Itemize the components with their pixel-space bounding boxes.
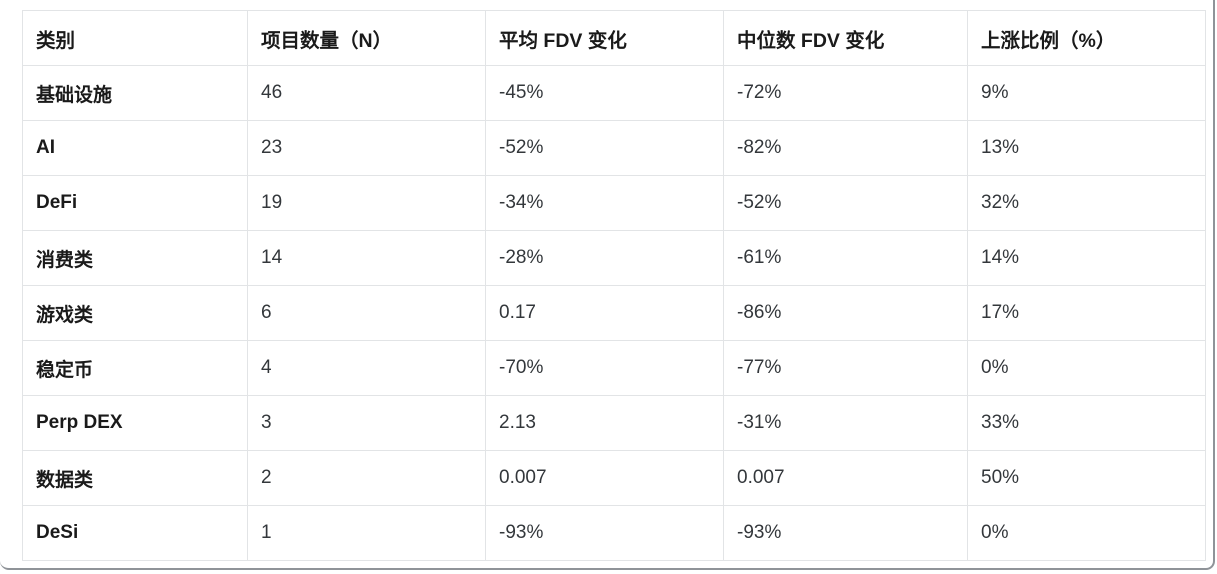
category-cell: DeSi <box>22 505 248 561</box>
median-fdv-change-cell: -72% <box>723 65 968 121</box>
table-row: 基础设施 46 -45% -72% 9% <box>22 65 1206 121</box>
avg-fdv-change-cell: -34% <box>485 175 724 231</box>
median-fdv-change-cell: -61% <box>723 230 968 286</box>
table-row: 消费类 14 -28% -61% 14% <box>22 230 1206 286</box>
project-count-cell: 46 <box>247 65 486 121</box>
column-header-category: 类别 <box>22 10 248 66</box>
category-cell: Perp DEX <box>22 395 248 451</box>
up-ratio-cell: 0% <box>967 340 1206 396</box>
up-ratio-cell: 17% <box>967 285 1206 341</box>
table-row: AI 23 -52% -82% 13% <box>22 120 1206 176</box>
median-fdv-change-cell: -52% <box>723 175 968 231</box>
avg-fdv-change-cell: 2.13 <box>485 395 724 451</box>
median-fdv-change-cell: -93% <box>723 505 968 561</box>
project-count-cell: 1 <box>247 505 486 561</box>
column-header-up-ratio: 上涨比例（%） <box>967 10 1206 66</box>
project-count-cell: 6 <box>247 285 486 341</box>
table-body: 基础设施 46 -45% -72% 9% AI 23 -52% -82% 13% DeFi 19 -34… <box>22 65 1206 561</box>
avg-fdv-change-cell: -28% <box>485 230 724 286</box>
column-header-project-count: 项目数量（N） <box>247 10 486 66</box>
up-ratio-cell: 13% <box>967 120 1206 176</box>
fdv-category-table: 类别 项目数量（N） 平均 FDV 变化 中位数 FDV 变化 上涨比例（%） … <box>22 10 1206 561</box>
table-row: 游戏类 6 0.17 -86% 17% <box>22 285 1206 341</box>
median-fdv-change-cell: -86% <box>723 285 968 341</box>
project-count-cell: 14 <box>247 230 486 286</box>
avg-fdv-change-cell: -45% <box>485 65 724 121</box>
avg-fdv-change-cell: -70% <box>485 340 724 396</box>
up-ratio-cell: 33% <box>967 395 1206 451</box>
median-fdv-change-cell: 0.007 <box>723 450 968 506</box>
category-cell: 数据类 <box>22 450 248 506</box>
median-fdv-change-cell: -31% <box>723 395 968 451</box>
up-ratio-cell: 14% <box>967 230 1206 286</box>
table-row: 稳定币 4 -70% -77% 0% <box>22 340 1206 396</box>
avg-fdv-change-cell: -52% <box>485 120 724 176</box>
avg-fdv-change-cell: 0.17 <box>485 285 724 341</box>
column-header-median-fdv-change: 中位数 FDV 变化 <box>723 10 968 66</box>
avg-fdv-change-cell: -93% <box>485 505 724 561</box>
up-ratio-cell: 9% <box>967 65 1206 121</box>
up-ratio-cell: 0% <box>967 505 1206 561</box>
category-cell: 游戏类 <box>22 285 248 341</box>
median-fdv-change-cell: -82% <box>723 120 968 176</box>
project-count-cell: 2 <box>247 450 486 506</box>
table-row: DeFi 19 -34% -52% 32% <box>22 175 1206 231</box>
project-count-cell: 23 <box>247 120 486 176</box>
category-cell: 基础设施 <box>22 65 248 121</box>
project-count-cell: 19 <box>247 175 486 231</box>
category-cell: 消费类 <box>22 230 248 286</box>
up-ratio-cell: 50% <box>967 450 1206 506</box>
project-count-cell: 3 <box>247 395 486 451</box>
header-row: 类别 项目数量（N） 平均 FDV 变化 中位数 FDV 变化 上涨比例（%） <box>22 10 1206 66</box>
table-row: DeSi 1 -93% -93% 0% <box>22 505 1206 561</box>
up-ratio-cell: 32% <box>967 175 1206 231</box>
column-header-avg-fdv-change: 平均 FDV 变化 <box>485 10 724 66</box>
avg-fdv-change-cell: 0.007 <box>485 450 724 506</box>
table-row: Perp DEX 3 2.13 -31% 33% <box>22 395 1206 451</box>
project-count-cell: 4 <box>247 340 486 396</box>
table-row: 数据类 2 0.007 0.007 50% <box>22 450 1206 506</box>
median-fdv-change-cell: -77% <box>723 340 968 396</box>
category-cell: AI <box>22 120 248 176</box>
category-cell: DeFi <box>22 175 248 231</box>
category-cell: 稳定币 <box>22 340 248 396</box>
